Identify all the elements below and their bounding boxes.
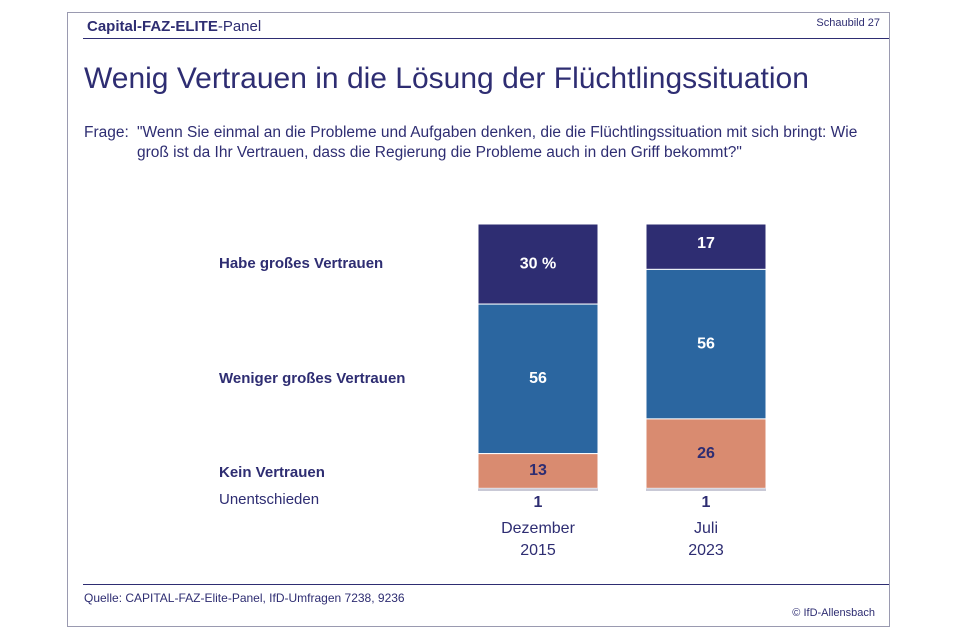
credit: © IfD-Allensbach xyxy=(792,607,875,619)
chart-title: Wenig Vertrauen in die Lösung der Flücht… xyxy=(84,62,809,95)
category-label: Dezember 2015 xyxy=(501,520,575,559)
value-label: 26 xyxy=(697,445,715,462)
brand-bold: Capital-FAZ-ELITE xyxy=(87,18,218,35)
legend-label: Unentschieden xyxy=(219,491,319,508)
value-label: 30 % xyxy=(520,255,556,272)
brand: Capital-FAZ-ELITE-Panel xyxy=(87,18,261,35)
value-label: 56 xyxy=(529,370,547,387)
value-label: 1 xyxy=(534,494,543,511)
brand-rest: -Panel xyxy=(217,18,262,35)
question: "Wenn Sie einmal an die Probleme und Auf… xyxy=(137,124,858,161)
frame xyxy=(67,12,890,627)
value-label: 1 xyxy=(702,494,711,511)
bar-segment xyxy=(646,488,766,491)
category-label: Juli 2023 xyxy=(688,520,724,559)
value-label: 13 xyxy=(529,462,547,479)
bar-segment xyxy=(477,223,599,305)
question-label: Frage: xyxy=(84,124,129,141)
value-label: 17 xyxy=(697,235,715,252)
source: Quelle: CAPITAL-FAZ-Elite-Panel, IfD-Umf… xyxy=(84,591,405,605)
bar-segment xyxy=(478,488,598,491)
value-label: 56 xyxy=(697,335,715,352)
legend-label: Kein Vertrauen xyxy=(219,464,325,481)
legend-label: Habe großes Vertrauen xyxy=(219,255,383,272)
bar-segment xyxy=(477,303,599,455)
figure-number: Schaubild 27 xyxy=(816,17,880,29)
legend-label: Weniger großes Vertrauen xyxy=(219,370,405,387)
bar-segment xyxy=(645,223,767,270)
